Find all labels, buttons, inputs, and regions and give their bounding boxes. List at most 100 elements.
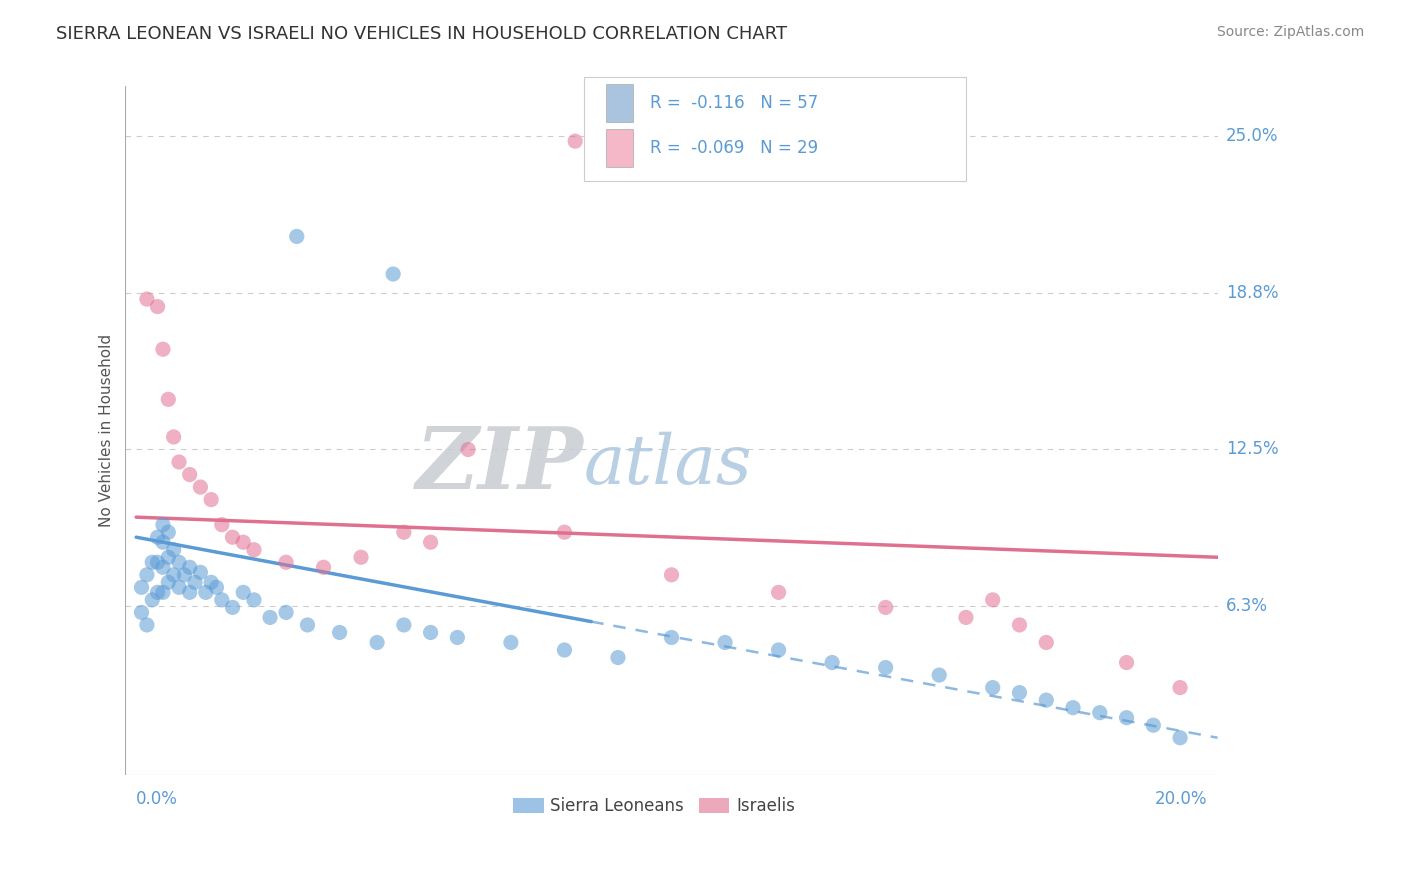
Point: [152, 517, 174, 532]
Point: [184, 575, 207, 590]
Point: [607, 650, 630, 665]
Point: [131, 580, 153, 594]
Point: [446, 631, 468, 645]
Point: [131, 606, 153, 620]
Point: [981, 593, 1004, 607]
Point: [392, 618, 415, 632]
Point: [179, 467, 201, 482]
Text: Sierra Leoneans: Sierra Leoneans: [550, 797, 685, 814]
Point: [981, 681, 1004, 695]
Text: R =  -0.116   N = 57: R = -0.116 N = 57: [650, 95, 818, 112]
Point: [259, 610, 281, 624]
Point: [152, 342, 174, 356]
Point: [152, 535, 174, 549]
Point: [157, 550, 180, 565]
Point: [167, 580, 190, 594]
Point: [274, 555, 297, 569]
Point: [205, 580, 228, 594]
Point: [141, 593, 163, 607]
Point: [499, 635, 522, 649]
Point: [419, 535, 441, 549]
Point: [297, 618, 319, 632]
Point: [714, 635, 737, 649]
Text: Israelis: Israelis: [735, 797, 794, 814]
Point: [243, 542, 266, 557]
FancyBboxPatch shape: [606, 129, 633, 167]
Point: [243, 593, 266, 607]
Point: [157, 392, 180, 407]
Point: [312, 560, 335, 574]
Point: [955, 610, 977, 624]
Point: [157, 525, 180, 540]
Text: 18.8%: 18.8%: [1226, 284, 1278, 301]
Point: [928, 668, 950, 682]
Text: 12.5%: 12.5%: [1226, 441, 1278, 458]
Point: [135, 618, 157, 632]
FancyBboxPatch shape: [583, 78, 966, 181]
Point: [1062, 700, 1084, 714]
Text: SIERRA LEONEAN VS ISRAELI NO VEHICLES IN HOUSEHOLD CORRELATION CHART: SIERRA LEONEAN VS ISRAELI NO VEHICLES IN…: [56, 25, 787, 43]
Point: [392, 525, 415, 540]
Point: [1168, 681, 1191, 695]
Point: [163, 430, 186, 444]
Text: 0.0%: 0.0%: [136, 790, 179, 808]
Point: [221, 600, 243, 615]
Point: [661, 567, 683, 582]
Point: [167, 555, 190, 569]
Text: 6.3%: 6.3%: [1226, 597, 1268, 615]
Point: [232, 535, 254, 549]
Point: [1168, 731, 1191, 745]
Point: [419, 625, 441, 640]
Point: [1088, 706, 1111, 720]
Text: 20.0%: 20.0%: [1154, 790, 1206, 808]
Point: [152, 585, 174, 599]
FancyBboxPatch shape: [513, 798, 544, 814]
Point: [173, 567, 195, 582]
Point: [135, 292, 157, 306]
Point: [200, 492, 222, 507]
Point: [553, 643, 575, 657]
Point: [190, 480, 212, 494]
Point: [274, 606, 297, 620]
Point: [1008, 685, 1031, 699]
Point: [190, 566, 212, 580]
Point: [1142, 718, 1164, 732]
Point: [457, 442, 479, 457]
Point: [163, 567, 186, 582]
Point: [157, 575, 180, 590]
Point: [768, 643, 790, 657]
Point: [179, 585, 201, 599]
Point: [135, 567, 157, 582]
Point: [382, 267, 405, 281]
Point: [152, 560, 174, 574]
Point: [146, 530, 169, 544]
Point: [1035, 693, 1057, 707]
Point: [146, 555, 169, 569]
Point: [553, 525, 575, 540]
Point: [350, 550, 373, 565]
Point: [1008, 618, 1031, 632]
Point: [768, 585, 790, 599]
Text: Source: ZipAtlas.com: Source: ZipAtlas.com: [1216, 25, 1364, 39]
Point: [141, 555, 163, 569]
FancyBboxPatch shape: [699, 798, 730, 814]
Point: [146, 585, 169, 599]
Point: [146, 300, 169, 314]
Point: [875, 600, 897, 615]
Point: [211, 593, 233, 607]
Point: [194, 585, 217, 599]
FancyBboxPatch shape: [606, 85, 633, 122]
Text: ZIP: ZIP: [416, 424, 583, 507]
Point: [661, 631, 683, 645]
Point: [564, 134, 586, 148]
Text: 25.0%: 25.0%: [1226, 128, 1278, 145]
Text: R =  -0.069   N = 29: R = -0.069 N = 29: [650, 139, 818, 157]
Point: [163, 542, 186, 557]
Point: [232, 585, 254, 599]
Text: atlas: atlas: [583, 432, 752, 499]
Point: [875, 660, 897, 674]
Point: [329, 625, 352, 640]
Point: [221, 530, 243, 544]
Point: [1035, 635, 1057, 649]
Point: [167, 455, 190, 469]
